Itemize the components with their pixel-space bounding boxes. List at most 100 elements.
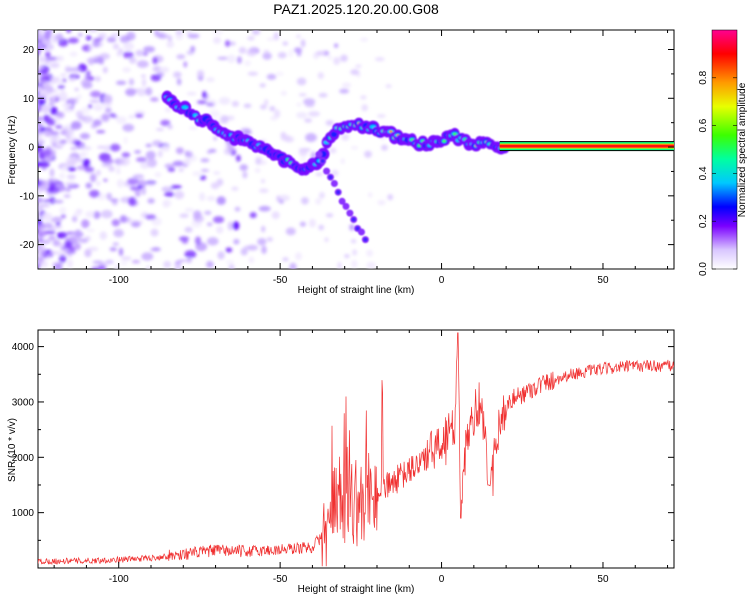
noise-blob (296, 102, 302, 107)
noise-blob (135, 113, 144, 118)
noise-blob (349, 224, 355, 231)
noise-blob (280, 91, 287, 96)
noise-blob (175, 147, 184, 155)
noise-blob (259, 188, 269, 193)
noise-blob (145, 214, 157, 220)
noise-blob (118, 247, 124, 257)
noise-blob (127, 177, 140, 185)
noise-blob (165, 186, 170, 190)
spectrogram-xlabel: Height of straight line (km) (298, 285, 415, 296)
noise-blob (45, 51, 51, 58)
noise-blob (374, 57, 385, 62)
noise-blob (368, 192, 373, 198)
noise-blob (48, 102, 55, 106)
noise-blob (325, 213, 334, 218)
noise-blob (38, 45, 45, 50)
noise-blob (167, 34, 173, 40)
noise-blob (112, 43, 120, 50)
noise-blob (65, 187, 71, 192)
noise-blob (325, 120, 334, 126)
noise-blob (308, 218, 316, 228)
noise-blob (59, 172, 66, 179)
noise-blob (351, 259, 358, 268)
noise-blob (80, 151, 85, 158)
branch-core (328, 175, 333, 180)
noise-blob (142, 51, 148, 56)
noise-blob (381, 144, 388, 151)
noise-blob (122, 123, 135, 132)
noise-blob (150, 228, 159, 237)
noise-blob (186, 92, 197, 96)
noise-blob (184, 208, 194, 213)
noise-blob (262, 52, 272, 60)
noise-blob (167, 124, 173, 130)
noise-blob (233, 238, 240, 245)
noise-blob (97, 265, 106, 269)
noise-blob (295, 252, 302, 261)
noise-blob (101, 209, 113, 219)
noise-blob (89, 90, 102, 98)
noise-blob (213, 216, 225, 224)
noise-blob (352, 249, 358, 256)
noise-blob (319, 191, 325, 199)
noise-blob (49, 76, 61, 81)
noise-blob (257, 238, 267, 246)
figure-title: PAZ1.2025.120.20.00.G08 (273, 1, 439, 17)
spectrogram-cells (38, 30, 674, 269)
noise-blob (110, 198, 119, 203)
noise-blob (97, 32, 107, 39)
noise-blob (93, 211, 101, 219)
noise-blob (377, 199, 386, 206)
noise-blob (285, 227, 296, 236)
noise-blob (145, 87, 153, 96)
noise-blob (318, 224, 325, 231)
noise-blob (385, 84, 392, 89)
noise-blob (134, 150, 142, 154)
noise-blob (136, 88, 147, 97)
branch-blob (315, 150, 323, 158)
noise-blob (329, 147, 337, 154)
noise-blob (194, 236, 202, 245)
noise-blob (47, 186, 60, 194)
noise-blob (61, 126, 69, 136)
noise-blob (208, 109, 221, 118)
noise-blob (178, 236, 190, 241)
noise-blob (128, 114, 135, 119)
noise-blob (315, 50, 326, 56)
noise-blob (334, 43, 339, 48)
noise-blob (240, 248, 248, 256)
noise-blob (41, 90, 52, 96)
noise-blob (162, 200, 170, 208)
noise-blob (109, 143, 121, 152)
noise-blob (110, 33, 121, 37)
noise-blob (49, 94, 56, 103)
x-tick-label: 50 (597, 574, 609, 585)
noise-blob (263, 49, 270, 54)
noise-blob (82, 158, 91, 168)
noise-blob (164, 163, 175, 169)
noise-blob (243, 130, 251, 135)
noise-blob (296, 77, 307, 86)
noise-blob (301, 197, 309, 205)
noise-blob (157, 150, 163, 158)
x-tick-label: 0 (439, 574, 445, 585)
noise-blob (174, 190, 185, 200)
colorbar-tick-label: 0.4 (698, 166, 709, 180)
branch-core (355, 226, 360, 231)
noise-blob (218, 97, 231, 105)
noise-blob (84, 248, 92, 258)
noise-blob (39, 239, 51, 245)
noise-blob (249, 48, 257, 54)
noise-blob (210, 182, 220, 190)
noise-blob (38, 185, 47, 192)
noise-blob (60, 73, 67, 77)
noise-blob (249, 212, 257, 219)
noise-blob (170, 185, 182, 189)
noise-blob (164, 191, 175, 197)
noise-blob (324, 237, 329, 242)
noise-blob (269, 106, 276, 112)
noise-blob (350, 239, 357, 244)
noise-blob (79, 238, 88, 243)
noise-blob (341, 133, 350, 141)
noise-blob (175, 30, 183, 35)
